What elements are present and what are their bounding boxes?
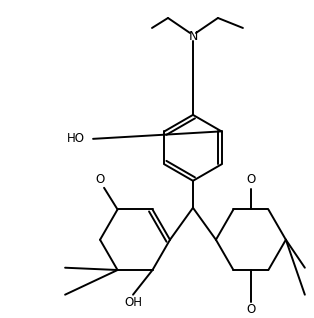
Text: HO: HO [67,132,85,145]
Text: N: N [188,31,198,44]
Text: O: O [95,173,105,186]
Text: O: O [246,173,256,186]
Text: O: O [246,303,256,316]
Text: OH: OH [124,296,142,309]
